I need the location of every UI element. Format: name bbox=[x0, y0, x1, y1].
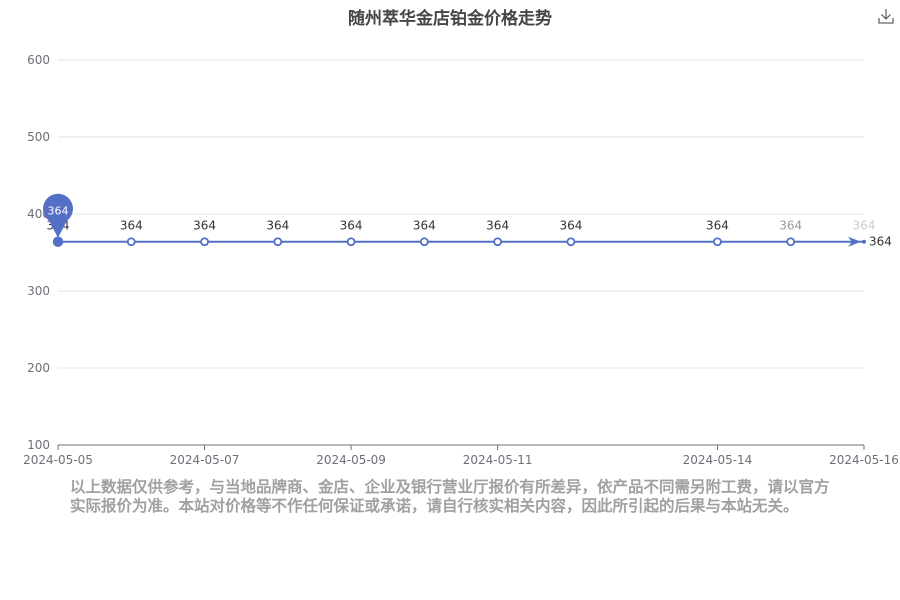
chart-title: 随州萃华金店铂金价格走势 bbox=[348, 9, 552, 29]
max-pin-marker bbox=[43, 193, 73, 238]
data-label: 364 bbox=[266, 219, 289, 233]
data-point bbox=[566, 237, 576, 247]
x-tick-label: 2024-05-09 bbox=[316, 453, 386, 467]
y-tick-label: 500 bbox=[27, 130, 50, 144]
data-point bbox=[52, 236, 64, 247]
data-label: 364 bbox=[340, 219, 363, 233]
data-point bbox=[273, 237, 283, 247]
data-point bbox=[126, 237, 136, 247]
data-label: 364 bbox=[413, 219, 436, 233]
disclaimer-text: 以上数据仅供参考，与当地品牌商、金店、企业及银行营业厅报价有所差异，依产品不同需… bbox=[70, 478, 830, 515]
x-tick-label: 2024-05-07 bbox=[170, 453, 240, 467]
x-tick-label: 2024-05-05 bbox=[23, 453, 93, 467]
data-label: 364 bbox=[120, 219, 143, 233]
max-pin-label: 364 bbox=[48, 205, 69, 218]
data-point bbox=[786, 237, 796, 247]
y-tick-label: 100 bbox=[27, 438, 50, 452]
x-tick-label: 2024-05-16 bbox=[829, 453, 899, 467]
x-tick-label: 2024-05-14 bbox=[683, 453, 753, 467]
y-tick-label: 300 bbox=[27, 284, 50, 298]
data-point bbox=[200, 237, 209, 247]
data-label: 364 bbox=[193, 219, 216, 233]
y-tick-label: 200 bbox=[27, 361, 50, 375]
end-label: 364 bbox=[869, 235, 892, 249]
y-tick-label: 600 bbox=[27, 53, 50, 67]
line-end-arrow bbox=[848, 236, 861, 247]
data-label: 364 bbox=[706, 219, 729, 233]
x-tick-label: 2024-05-11 bbox=[463, 453, 533, 467]
data-point bbox=[713, 237, 722, 247]
data-point bbox=[346, 237, 356, 247]
data-point bbox=[493, 237, 503, 247]
data-point bbox=[862, 239, 866, 244]
download-icon[interactable] bbox=[876, 6, 896, 26]
data-point bbox=[419, 237, 429, 247]
data-label: 364 bbox=[559, 219, 582, 233]
data-label: 364 bbox=[486, 219, 509, 233]
data-label: 364 bbox=[853, 219, 876, 233]
data-label: 364 bbox=[779, 219, 802, 233]
